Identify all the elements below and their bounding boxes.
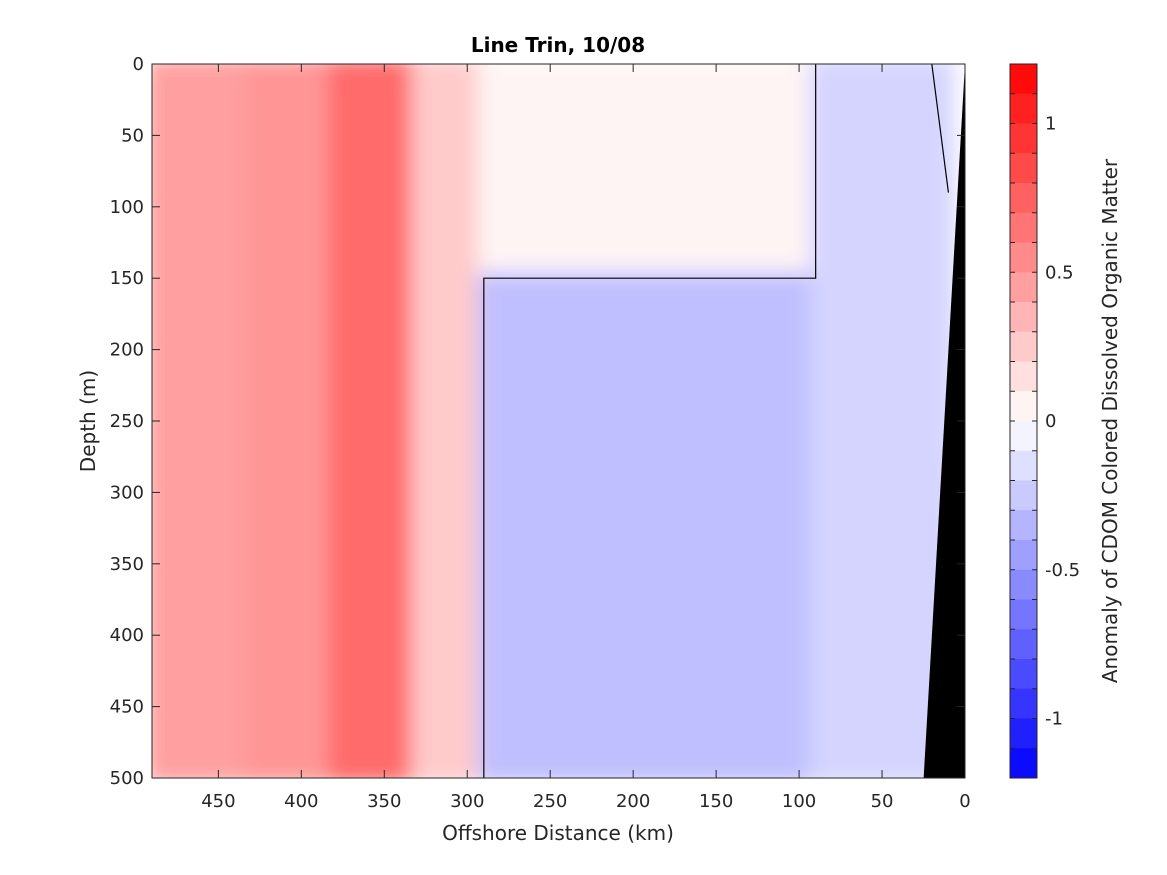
x-axis-label: Offshore Distance (km) (442, 821, 674, 845)
colorbar-swatch (1010, 93, 1037, 124)
colorbar-swatch (1010, 272, 1037, 303)
x-axis: 450 400 350 300 250 200 150 100 50 0 (201, 64, 971, 812)
colorbar-swatch (1010, 718, 1037, 749)
colorbar-frame (1009, 63, 1038, 779)
y-tick-label: 100 (110, 197, 144, 218)
colorbar-tick-label: 0 (1045, 411, 1056, 432)
anomaly-region-1 (245, 64, 341, 778)
colorbar-swatch (1010, 510, 1037, 541)
y-tick-label: 0 (133, 54, 144, 75)
y-tick-label: 400 (110, 625, 144, 646)
colorbar-swatch (1010, 391, 1037, 422)
colorbar: -1 -0.5 0 0.5 1 (1009, 63, 1080, 779)
y-tick-label: 300 (110, 482, 144, 503)
y-tick-label: 200 (110, 340, 144, 361)
x-tick-label: 250 (533, 791, 567, 812)
colorbar-swatch (1010, 450, 1037, 481)
x-tick-label: 0 (959, 791, 970, 812)
colorbar-swatch (1010, 331, 1037, 362)
bathymetry-shelf (923, 64, 965, 778)
colorbar-swatch (1010, 629, 1037, 660)
colorbar-swatch (1010, 748, 1037, 779)
colorbar-swatch (1010, 659, 1037, 690)
y-axis-label: Depth (m) (76, 370, 100, 472)
x-tick-label: 400 (284, 791, 318, 812)
colorbar-swatch (1010, 688, 1037, 719)
anomaly-field (152, 64, 955, 778)
y-tick-label: 450 (110, 697, 144, 718)
x-tick-label: 350 (367, 791, 401, 812)
zero-contour-main (483, 64, 817, 778)
x-tick-label: 200 (616, 791, 650, 812)
colorbar-tick-label: 0.5 (1045, 262, 1074, 283)
x-tick-label: 100 (782, 791, 816, 812)
y-tick-label: 250 (110, 411, 144, 432)
colorbar-swatch (1010, 480, 1037, 511)
colorbar-swatch (1010, 540, 1037, 571)
x-tick-label: 150 (699, 791, 733, 812)
colorbar-swatch (1010, 212, 1037, 243)
anomaly-region-3 (411, 64, 490, 778)
colorbar-swatch (1010, 569, 1037, 600)
anomaly-region-0 (152, 64, 258, 778)
y-tick-label: 500 (110, 768, 144, 789)
y-tick-label: 350 (110, 554, 144, 575)
x-tick-label: 450 (201, 791, 235, 812)
colorbar-label: Anomaly of CDOM Colored Dissolved Organi… (1098, 158, 1122, 683)
colorbar-tick-label: -1 (1045, 709, 1063, 730)
anomaly-region-4 (477, 64, 822, 285)
chart-title: Line Trin, 10/08 (471, 33, 645, 57)
colorbar-swatch (1010, 302, 1037, 333)
y-tick-label: 150 (110, 268, 144, 289)
zero-contour-nearshore (931, 64, 950, 193)
plot-area (152, 64, 965, 778)
x-tick-label: 300 (450, 791, 484, 812)
zero-contours (483, 64, 950, 778)
y-axis: 0 50 100 150 200 250 300 350 400 450 500 (110, 54, 965, 789)
anomaly-region-6 (809, 64, 955, 778)
colorbar-swatch (1010, 64, 1037, 95)
colorbar-tick-label: -0.5 (1045, 560, 1080, 581)
anomaly-region-2 (328, 64, 424, 778)
colorbar-swatch (1010, 123, 1037, 154)
colorbar-swatch (1010, 183, 1037, 214)
anomaly-region-5 (477, 272, 822, 778)
colorbar-swatch (1010, 361, 1037, 392)
colorbar-swatch (1010, 242, 1037, 273)
x-tick-label: 50 (871, 791, 894, 812)
colorbar-swatch (1010, 153, 1037, 184)
y-tick-label: 50 (121, 125, 144, 146)
colorbar-tick-label: 1 (1045, 114, 1056, 135)
colorbar-swatch (1010, 599, 1037, 630)
colorbar-swatch (1010, 421, 1037, 452)
